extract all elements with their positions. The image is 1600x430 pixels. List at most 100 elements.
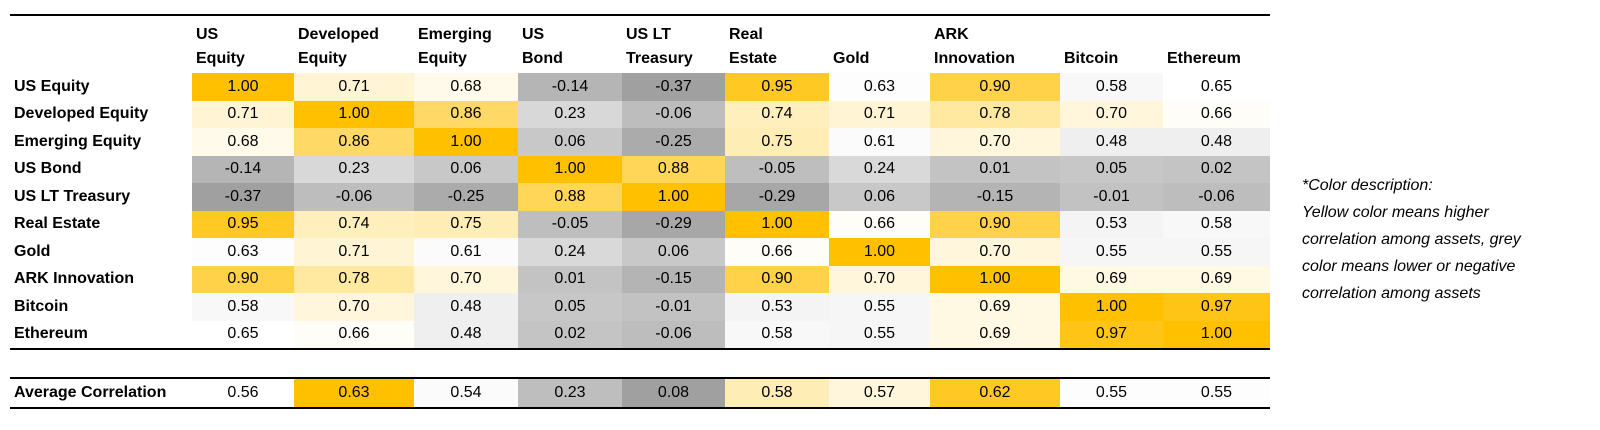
cell: -0.05 xyxy=(518,210,622,238)
cell: 0.68 xyxy=(192,128,294,156)
cell: 0.69 xyxy=(930,320,1060,349)
cell: -0.29 xyxy=(725,183,829,211)
row-label: US Bond xyxy=(14,160,82,178)
cell: 0.65 xyxy=(1163,73,1270,101)
cell: 0.53 xyxy=(1060,210,1163,238)
cell: 0.90 xyxy=(930,73,1060,101)
cell: 0.70 xyxy=(1060,100,1163,128)
cell: 1.00 xyxy=(622,183,725,211)
row: Developed Equity 0.71 1.00 0.86 0.23 -0.06 0.7… xyxy=(10,100,1270,128)
header-line: Real xyxy=(729,26,763,43)
cell: 0.63 xyxy=(829,73,930,101)
column-header: US Equity xyxy=(192,15,294,73)
row: Real Estate 0.95 0.74 0.75 -0.05 -0.29 1.00 0.6… xyxy=(10,210,1270,238)
cell: -0.06 xyxy=(294,183,414,211)
header-line: Equity xyxy=(418,50,467,67)
header-line: Gold xyxy=(833,50,870,67)
cell: -0.05 xyxy=(725,155,829,183)
cell: 0.58 xyxy=(192,293,294,321)
cell: 1.00 xyxy=(1060,293,1163,321)
row-label: Emerging Equity xyxy=(14,132,142,150)
header-line: Ethereum xyxy=(1167,50,1241,67)
cell: 0.71 xyxy=(192,100,294,128)
cell: 0.48 xyxy=(414,320,518,349)
cell: 0.55 xyxy=(1163,238,1270,266)
row: Emerging Equity 0.68 0.86 1.00 0.06 -0.25 0.75… xyxy=(10,128,1270,156)
row-label: Bitcoin xyxy=(14,297,69,315)
cell: 0.24 xyxy=(518,238,622,266)
column-header: Developed Equity xyxy=(294,15,414,73)
cell: -0.29 xyxy=(622,210,725,238)
header-line: Bond xyxy=(522,50,563,67)
column-header: Emerging Equity xyxy=(414,15,518,73)
cell: 0.69 xyxy=(930,293,1060,321)
cell: 0.69 xyxy=(1060,265,1163,293)
cell: 0.68 xyxy=(414,73,518,101)
cell: 0.71 xyxy=(294,73,414,101)
header-line: Treasury xyxy=(626,50,693,67)
summary-row: Average Correlation 0.56 0.63 0.54 0.23 0.08 0… xyxy=(10,378,1270,408)
cell: -0.37 xyxy=(192,183,294,211)
cell: -0.15 xyxy=(930,183,1060,211)
cell: 0.78 xyxy=(930,100,1060,128)
note-line: Yellow color means higher xyxy=(1302,204,1489,221)
cell: -0.25 xyxy=(414,183,518,211)
cell: 0.66 xyxy=(294,320,414,349)
cell: 1.00 xyxy=(1163,320,1270,349)
summary-cell: 0.54 xyxy=(414,378,518,408)
cell: 0.58 xyxy=(725,320,829,349)
summary-cell: 0.08 xyxy=(622,378,725,408)
summary-cell: 0.55 xyxy=(1163,378,1270,408)
row-label: Gold xyxy=(14,242,51,260)
header-line: Bitcoin xyxy=(1064,50,1119,67)
column-header: US Bond xyxy=(518,15,622,73)
correlation-table: US Equity Developed Equity Emerging Equity US B… xyxy=(10,14,1270,350)
cell: 0.48 xyxy=(1163,128,1270,156)
row-label: US LT Treasury xyxy=(14,187,131,205)
header-line: Equity xyxy=(196,50,245,67)
cell: 0.90 xyxy=(192,265,294,293)
cell: 0.06 xyxy=(829,183,930,211)
row: Gold 0.63 0.71 0.61 0.24 0.06 0.66 1.00 0.70 0.55… xyxy=(10,238,1270,266)
header-line: US xyxy=(522,26,545,43)
cell: 0.95 xyxy=(192,210,294,238)
header-line: Innovation xyxy=(934,50,1015,67)
cell: -0.06 xyxy=(622,320,725,349)
cell: 0.75 xyxy=(414,210,518,238)
row-label: US Equity xyxy=(14,77,90,95)
cell: 0.23 xyxy=(294,155,414,183)
cell: 1.00 xyxy=(829,238,930,266)
cell: 0.55 xyxy=(1060,238,1163,266)
cell: 0.06 xyxy=(518,128,622,156)
row-label: ARK Innovation xyxy=(14,270,134,288)
cell: 0.65 xyxy=(192,320,294,349)
header-line: Estate xyxy=(729,50,778,67)
cell: 0.69 xyxy=(1163,265,1270,293)
cell: 0.70 xyxy=(930,128,1060,156)
cell: 0.86 xyxy=(294,128,414,156)
summary-cell: 0.23 xyxy=(518,378,622,408)
cell: 0.01 xyxy=(518,265,622,293)
cell: -0.01 xyxy=(1060,183,1163,211)
cell: -0.37 xyxy=(622,73,725,101)
summary-cell: 0.55 xyxy=(1060,378,1163,408)
cell: 0.88 xyxy=(518,183,622,211)
cell: 0.06 xyxy=(622,238,725,266)
header-line: ARK xyxy=(934,26,969,43)
cell: 0.48 xyxy=(414,293,518,321)
cell: 0.75 xyxy=(725,128,829,156)
column-header: Gold xyxy=(829,15,930,73)
note: *Color description: Yellow color means h… xyxy=(1302,172,1521,307)
cell: 1.00 xyxy=(725,210,829,238)
cell: 0.06 xyxy=(414,155,518,183)
cell: 0.78 xyxy=(294,265,414,293)
corner xyxy=(10,15,192,73)
cell: -0.01 xyxy=(622,293,725,321)
cell: 0.58 xyxy=(1163,210,1270,238)
row-label: Developed Equity xyxy=(14,105,149,123)
cell: 1.00 xyxy=(518,155,622,183)
cell: 0.74 xyxy=(725,100,829,128)
note-line: correlation among assets xyxy=(1302,285,1481,302)
header-line: Developed xyxy=(298,26,379,43)
row: US Bond -0.14 0.23 0.06 1.00 0.88 -0.05 0.24 0.0… xyxy=(10,155,1270,183)
